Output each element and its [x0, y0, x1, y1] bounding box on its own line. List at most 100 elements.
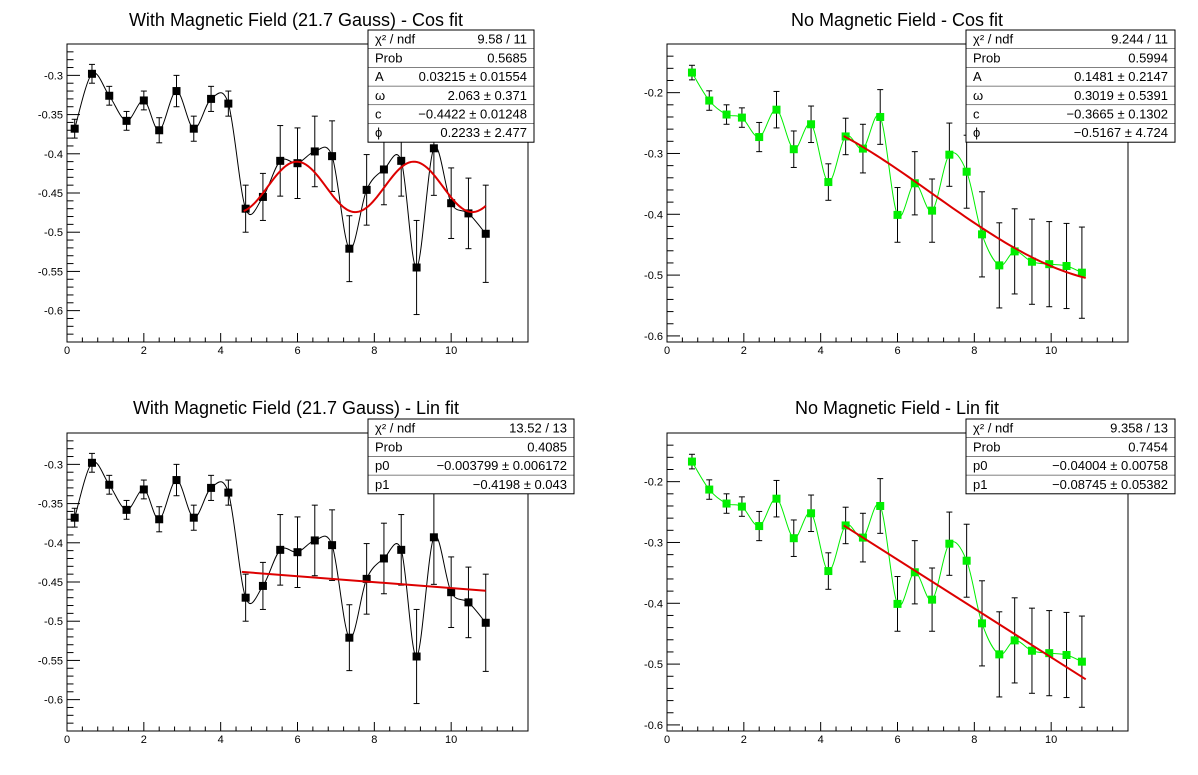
stats-label: Prob — [375, 439, 402, 454]
data-point — [345, 244, 354, 253]
data-point — [995, 261, 1004, 270]
chart-title: No Magnetic Field - Lin fit — [795, 398, 999, 418]
y-tick-label: -0.2 — [644, 88, 663, 100]
data-point — [70, 124, 79, 133]
stats-value: 0.5685 — [487, 50, 527, 65]
data-point — [224, 99, 233, 108]
x-tick-label: 0 — [64, 345, 70, 357]
y-tick-label: -0.3 — [644, 537, 663, 549]
y-tick-label: -0.45 — [38, 188, 63, 200]
y-tick-label: -0.3 — [44, 70, 63, 82]
y-tick-label: -0.45 — [38, 577, 63, 589]
x-tick-label: 4 — [218, 345, 224, 357]
data-point — [705, 96, 714, 105]
data-point — [276, 156, 285, 165]
x-tick-label: 4 — [818, 345, 824, 357]
data-point — [397, 545, 406, 554]
data-point — [481, 229, 490, 238]
data-point — [328, 541, 337, 550]
y-tick-label: -0.55 — [38, 655, 63, 667]
x-tick-label: 10 — [1045, 345, 1057, 357]
stats-value: 13.52 / 13 — [509, 421, 567, 436]
data-point — [1027, 257, 1036, 266]
data-point — [241, 593, 250, 602]
data-point — [70, 513, 79, 522]
data-point — [755, 522, 764, 531]
data-point — [87, 458, 96, 467]
y-tick-label: -0.3 — [44, 459, 63, 471]
stats-label: χ² / ndf — [375, 421, 415, 436]
data-point — [841, 521, 850, 530]
data-point — [1027, 646, 1036, 655]
stats-label: Prob — [973, 439, 1000, 454]
y-tick-label: -0.55 — [38, 266, 63, 278]
x-tick-label: 2 — [141, 734, 147, 746]
stats-value: 0.2233 ± 2.477 — [440, 125, 527, 140]
data-point — [978, 619, 987, 628]
stats-label: A — [973, 69, 982, 84]
data-point — [258, 192, 267, 201]
data-point — [139, 485, 148, 494]
y-tick-label: -0.6 — [644, 720, 663, 732]
data-point — [910, 568, 919, 577]
data-point — [687, 457, 696, 466]
stats-value: 9.58 / 11 — [477, 32, 527, 47]
data-point — [189, 124, 198, 133]
data-point — [105, 91, 114, 100]
data-point — [978, 230, 987, 239]
data-point — [207, 483, 216, 492]
x-tick-label: 4 — [818, 734, 824, 746]
stats-label: χ² / ndf — [973, 421, 1013, 436]
data-point — [807, 509, 816, 518]
stats-value: 0.03215 ± 0.01554 — [419, 69, 527, 84]
data-point — [328, 152, 337, 161]
y-tick-label: -0.3 — [644, 148, 663, 160]
y-tick-label: -0.5 — [44, 616, 63, 628]
data-point — [858, 144, 867, 153]
x-tick-label: 4 — [218, 734, 224, 746]
chart-title: With Magnetic Field (21.7 Gauss) - Cos f… — [129, 10, 463, 30]
x-tick-label: 10 — [1045, 734, 1057, 746]
data-point — [429, 144, 438, 153]
fit-line — [843, 524, 1087, 681]
data-point — [258, 581, 267, 590]
y-tick-label: -0.35 — [38, 110, 63, 122]
data-point — [807, 120, 816, 129]
data-point — [789, 145, 798, 154]
stats-value: −0.04004 ± 0.00758 — [1052, 458, 1168, 473]
data-point — [139, 96, 148, 105]
data-point — [1010, 636, 1019, 645]
data-point — [464, 598, 473, 607]
data-point — [1077, 268, 1086, 277]
data-point — [995, 650, 1004, 659]
stats-label: χ² / ndf — [375, 32, 415, 47]
data-point — [87, 69, 96, 78]
stats-label: Prob — [973, 50, 1000, 65]
stats-label: ω — [375, 88, 385, 103]
stats-label: Prob — [375, 50, 402, 65]
y-tick-label: -0.5 — [44, 227, 63, 239]
data-point — [481, 618, 490, 627]
x-tick-label: 10 — [445, 734, 457, 746]
data-point — [379, 165, 388, 174]
data-point — [397, 156, 406, 165]
stats-label: χ² / ndf — [973, 32, 1013, 47]
data-point — [189, 513, 198, 522]
data-point — [276, 545, 285, 554]
data-point — [1062, 261, 1071, 270]
y-tick-label: -0.4 — [44, 149, 63, 161]
x-tick-label: 0 — [664, 345, 670, 357]
x-tick-label: 8 — [371, 345, 377, 357]
data-point — [945, 150, 954, 159]
data-point — [824, 567, 833, 576]
data-point — [893, 599, 902, 608]
data-point — [1010, 247, 1019, 256]
data-point — [789, 534, 798, 543]
data-point — [893, 210, 902, 219]
y-tick-label: -0.6 — [44, 695, 63, 707]
data-point — [207, 94, 216, 103]
stats-value: 0.1481 ± 0.2147 — [1074, 69, 1168, 84]
chart-title: With Magnetic Field (21.7 Gauss) - Lin f… — [133, 398, 459, 418]
data-point — [962, 167, 971, 176]
